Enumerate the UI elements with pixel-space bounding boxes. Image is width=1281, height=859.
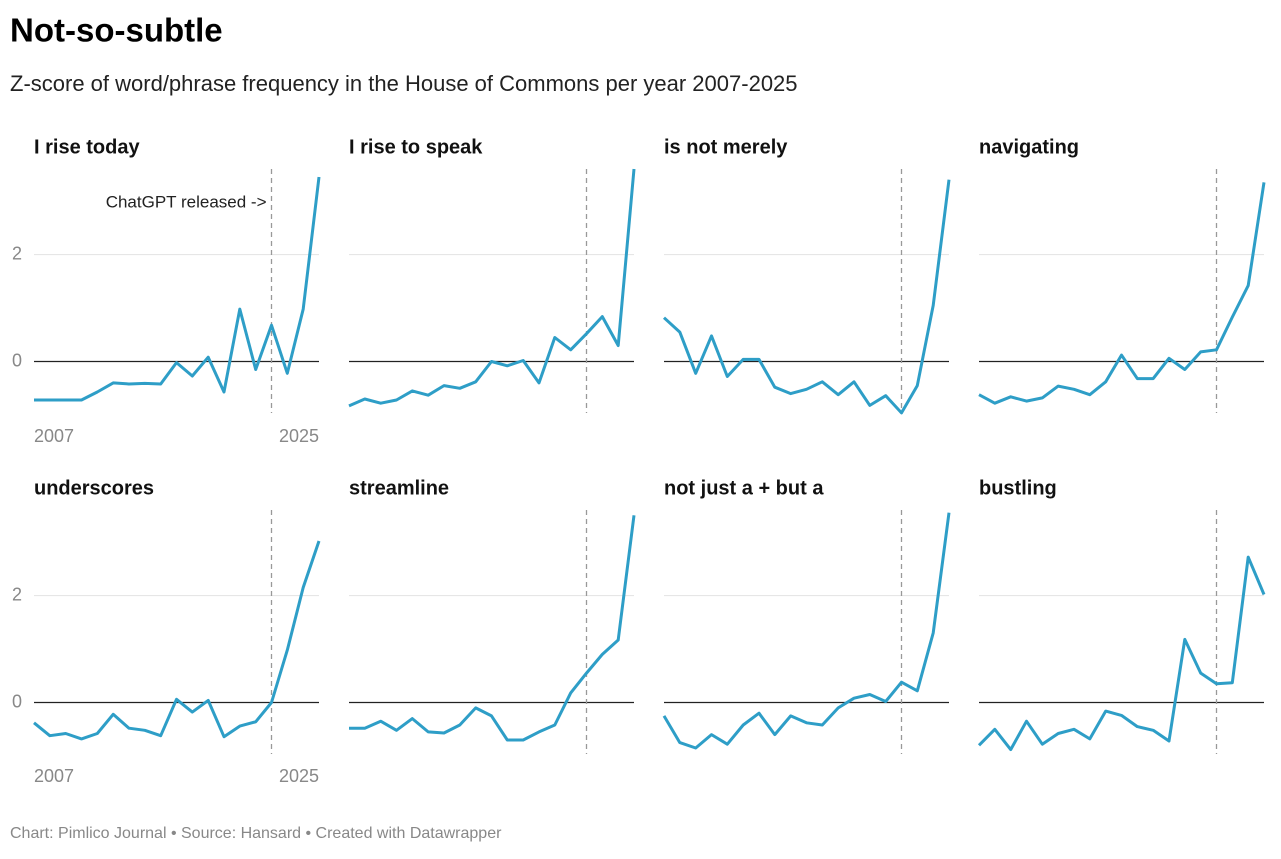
data-line [662, 512, 951, 750]
x-tick-label: 2025 [279, 426, 319, 446]
y-tick-label: 2 [12, 584, 22, 604]
data-line [977, 555, 1266, 752]
panel-title: not just a + but a [664, 477, 824, 499]
panel-title: is not merely [664, 136, 788, 158]
panel-title: navigating [979, 136, 1079, 158]
x-tick-label: 2007 [34, 766, 74, 786]
data-line [33, 540, 321, 741]
y-tick-label: 0 [12, 691, 22, 711]
data-line [348, 168, 636, 408]
data-line [34, 176, 321, 402]
x-tick-label: 2007 [34, 426, 74, 446]
data-line [662, 179, 951, 415]
chart-title: Not-so-subtle [10, 12, 223, 49]
panel-title: underscores [34, 477, 154, 499]
y-tick-label: 0 [12, 350, 22, 370]
panel-title: I rise to speak [349, 136, 483, 158]
chart-subtitle: Z-score of word/phrase frequency in the … [10, 71, 798, 96]
footer: Chart: Pimlico Journal • Source: Hansard… [10, 825, 502, 842]
data-line [349, 515, 636, 742]
annotation: ChatGPT released -> [106, 192, 267, 211]
panel-title: I rise today [34, 136, 140, 158]
y-tick-label: 2 [12, 243, 22, 263]
panel-title: bustling [979, 477, 1057, 499]
data-line [978, 182, 1266, 405]
panel-title: streamline [349, 477, 449, 499]
x-tick-label: 2025 [279, 766, 319, 786]
